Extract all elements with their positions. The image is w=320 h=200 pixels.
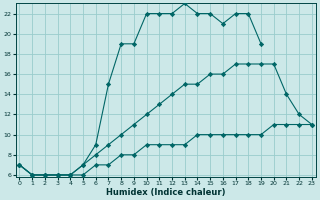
- X-axis label: Humidex (Indice chaleur): Humidex (Indice chaleur): [106, 188, 225, 197]
